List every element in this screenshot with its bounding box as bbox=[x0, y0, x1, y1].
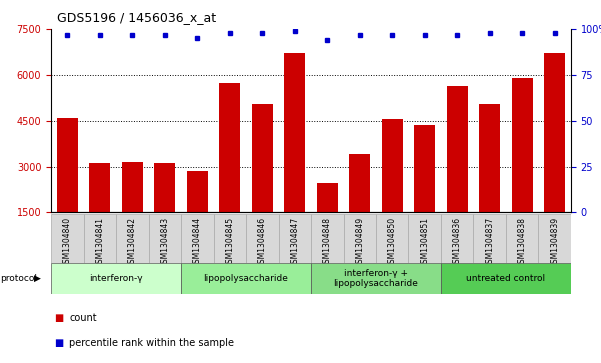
Bar bbox=[116, 214, 148, 263]
Text: GSM1304843: GSM1304843 bbox=[160, 217, 169, 268]
Text: protocol: protocol bbox=[1, 274, 38, 283]
Text: GSM1304849: GSM1304849 bbox=[355, 217, 364, 268]
Text: GSM1304848: GSM1304848 bbox=[323, 217, 332, 268]
Bar bbox=[284, 53, 305, 212]
Text: interferon-γ +
lipopolysaccharide: interferon-γ + lipopolysaccharide bbox=[334, 269, 418, 288]
Text: GDS5196 / 1456036_x_at: GDS5196 / 1456036_x_at bbox=[57, 11, 216, 24]
Text: GSM1304836: GSM1304836 bbox=[453, 217, 462, 268]
Bar bbox=[479, 104, 500, 212]
Bar bbox=[252, 104, 273, 212]
Bar bbox=[441, 214, 474, 263]
Bar bbox=[187, 171, 208, 212]
Bar bbox=[56, 118, 78, 212]
Bar bbox=[409, 214, 441, 263]
Text: GSM1304851: GSM1304851 bbox=[420, 217, 429, 268]
Bar bbox=[474, 214, 506, 263]
Bar bbox=[538, 214, 571, 263]
Text: GSM1304847: GSM1304847 bbox=[290, 217, 299, 268]
Bar bbox=[181, 214, 213, 263]
Text: ■: ■ bbox=[54, 313, 63, 323]
Bar bbox=[414, 125, 435, 212]
Bar bbox=[213, 214, 246, 263]
Text: GSM1304845: GSM1304845 bbox=[225, 217, 234, 268]
Text: GSM1304850: GSM1304850 bbox=[388, 217, 397, 268]
Bar bbox=[90, 163, 111, 212]
Bar bbox=[154, 163, 175, 212]
Text: GSM1304840: GSM1304840 bbox=[63, 217, 72, 268]
Bar bbox=[317, 183, 338, 212]
Bar bbox=[382, 119, 403, 212]
Bar bbox=[447, 86, 468, 212]
Bar bbox=[311, 214, 344, 263]
Bar bbox=[181, 263, 311, 294]
Bar bbox=[544, 53, 566, 212]
Bar bbox=[51, 214, 84, 263]
Text: GSM1304838: GSM1304838 bbox=[517, 217, 526, 268]
Text: ▶: ▶ bbox=[34, 274, 41, 283]
Bar bbox=[122, 162, 143, 212]
Bar bbox=[51, 263, 181, 294]
Text: interferon-γ: interferon-γ bbox=[90, 274, 143, 283]
Text: percentile rank within the sample: percentile rank within the sample bbox=[69, 338, 234, 348]
Bar bbox=[148, 214, 181, 263]
Text: untreated control: untreated control bbox=[466, 274, 546, 283]
Bar bbox=[219, 82, 240, 212]
Text: GSM1304842: GSM1304842 bbox=[128, 217, 137, 268]
Bar bbox=[349, 154, 370, 212]
Text: count: count bbox=[69, 313, 97, 323]
Bar bbox=[376, 214, 409, 263]
Text: GSM1304841: GSM1304841 bbox=[96, 217, 105, 268]
Text: GSM1304846: GSM1304846 bbox=[258, 217, 267, 268]
Bar bbox=[278, 214, 311, 263]
Bar bbox=[311, 263, 441, 294]
Bar bbox=[506, 214, 538, 263]
Bar bbox=[344, 214, 376, 263]
Text: GSM1304839: GSM1304839 bbox=[550, 217, 559, 268]
Bar bbox=[246, 214, 278, 263]
Text: GSM1304837: GSM1304837 bbox=[485, 217, 494, 268]
Bar bbox=[511, 78, 532, 212]
Text: ■: ■ bbox=[54, 338, 63, 348]
Bar bbox=[84, 214, 116, 263]
Text: GSM1304844: GSM1304844 bbox=[193, 217, 202, 268]
Text: lipopolysaccharide: lipopolysaccharide bbox=[204, 274, 288, 283]
Bar bbox=[441, 263, 571, 294]
